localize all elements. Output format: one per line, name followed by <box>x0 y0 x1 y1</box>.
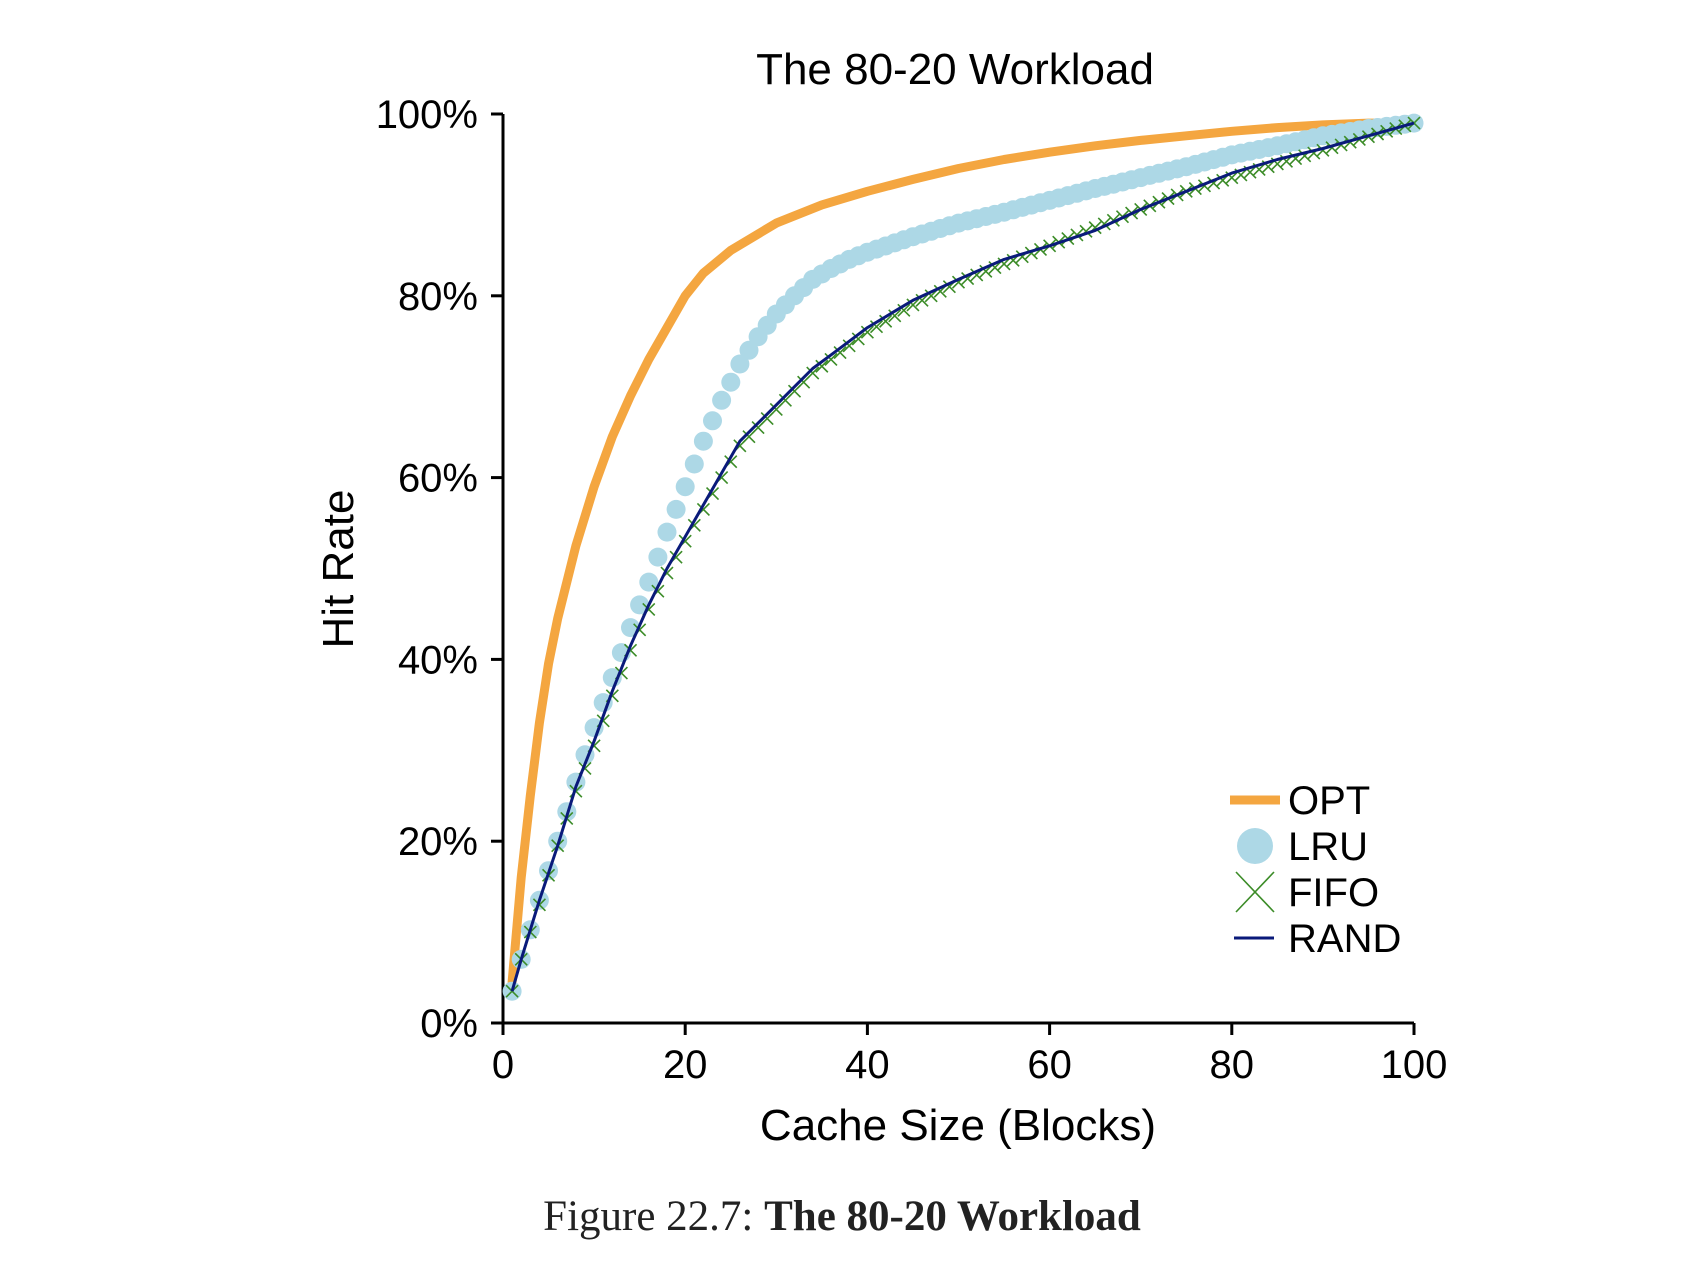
lru-point <box>693 431 713 451</box>
axes <box>501 114 1414 1025</box>
x-axis-label: Cache Size (Blocks) <box>760 1101 1156 1150</box>
series-lru <box>502 113 1424 1001</box>
y-axis-label: Hit Rate <box>314 490 363 649</box>
y-tick-label: 40% <box>398 638 478 682</box>
fifo-point <box>924 289 938 303</box>
lru-point <box>712 390 732 410</box>
y-tick-label: 20% <box>398 820 478 864</box>
fifo-point <box>869 320 884 334</box>
legend-item-fifo: FIFO <box>1235 871 1379 915</box>
fifo-point <box>842 339 856 353</box>
fifo-point <box>879 314 893 328</box>
chart-title: The 80-20 Workload <box>756 45 1154 94</box>
lru-point <box>648 547 668 567</box>
lru-point <box>630 595 650 615</box>
fifo-point <box>1407 116 1421 130</box>
lru-point <box>721 372 741 392</box>
fifo-point <box>833 346 847 360</box>
fifo-point <box>806 366 820 380</box>
x-tick-label: 0 <box>492 1043 514 1087</box>
caption-title: The 80-20 Workload <box>764 1193 1141 1240</box>
legend-label: OPT <box>1288 779 1370 823</box>
y-tick-label: 100% <box>376 93 478 137</box>
legend-swatch-lru <box>1237 828 1273 864</box>
caption-prefix: Figure 22.7: <box>543 1193 754 1240</box>
legend-label: FIFO <box>1288 871 1379 915</box>
legend-item-rand: RAND <box>1234 917 1401 961</box>
y-tick-label: 80% <box>398 275 478 319</box>
legend-item-lru: LRU <box>1237 825 1368 869</box>
series-opt-line <box>507 118 1419 987</box>
y-tick-label: 60% <box>398 457 478 501</box>
lru-point <box>684 454 704 474</box>
series-rand-line <box>510 121 1415 992</box>
fifo-point <box>815 359 829 373</box>
fifo-point <box>860 325 874 339</box>
fifo-point <box>824 352 838 366</box>
legend-swatch-fifo <box>1235 871 1275 913</box>
figure-caption: Figure 22.7: The 80-20 Workload <box>0 1192 1684 1241</box>
lru-point <box>703 411 722 431</box>
fifo-point <box>897 303 911 317</box>
legend-label: RAND <box>1288 917 1401 961</box>
x-tick-label: 100 <box>1381 1043 1448 1087</box>
fifo-point <box>851 332 865 346</box>
fifo-point <box>906 298 920 312</box>
lru-point <box>730 354 750 374</box>
lru-point <box>657 522 677 542</box>
fifo-point <box>888 309 902 323</box>
y-tick-label: 0% <box>420 1002 478 1046</box>
x-tick-label: 40 <box>845 1043 890 1087</box>
x-tick-label: 60 <box>1027 1043 1072 1087</box>
legend-item-opt: OPT <box>1230 779 1370 823</box>
x-tick-label: 20 <box>663 1043 708 1087</box>
x-tick-label: 80 <box>1210 1043 1255 1087</box>
legend-label: LRU <box>1288 825 1368 869</box>
lru-point <box>666 499 686 519</box>
lru-point <box>739 340 759 360</box>
series-fifo <box>505 116 1421 998</box>
lru-point <box>675 477 695 497</box>
